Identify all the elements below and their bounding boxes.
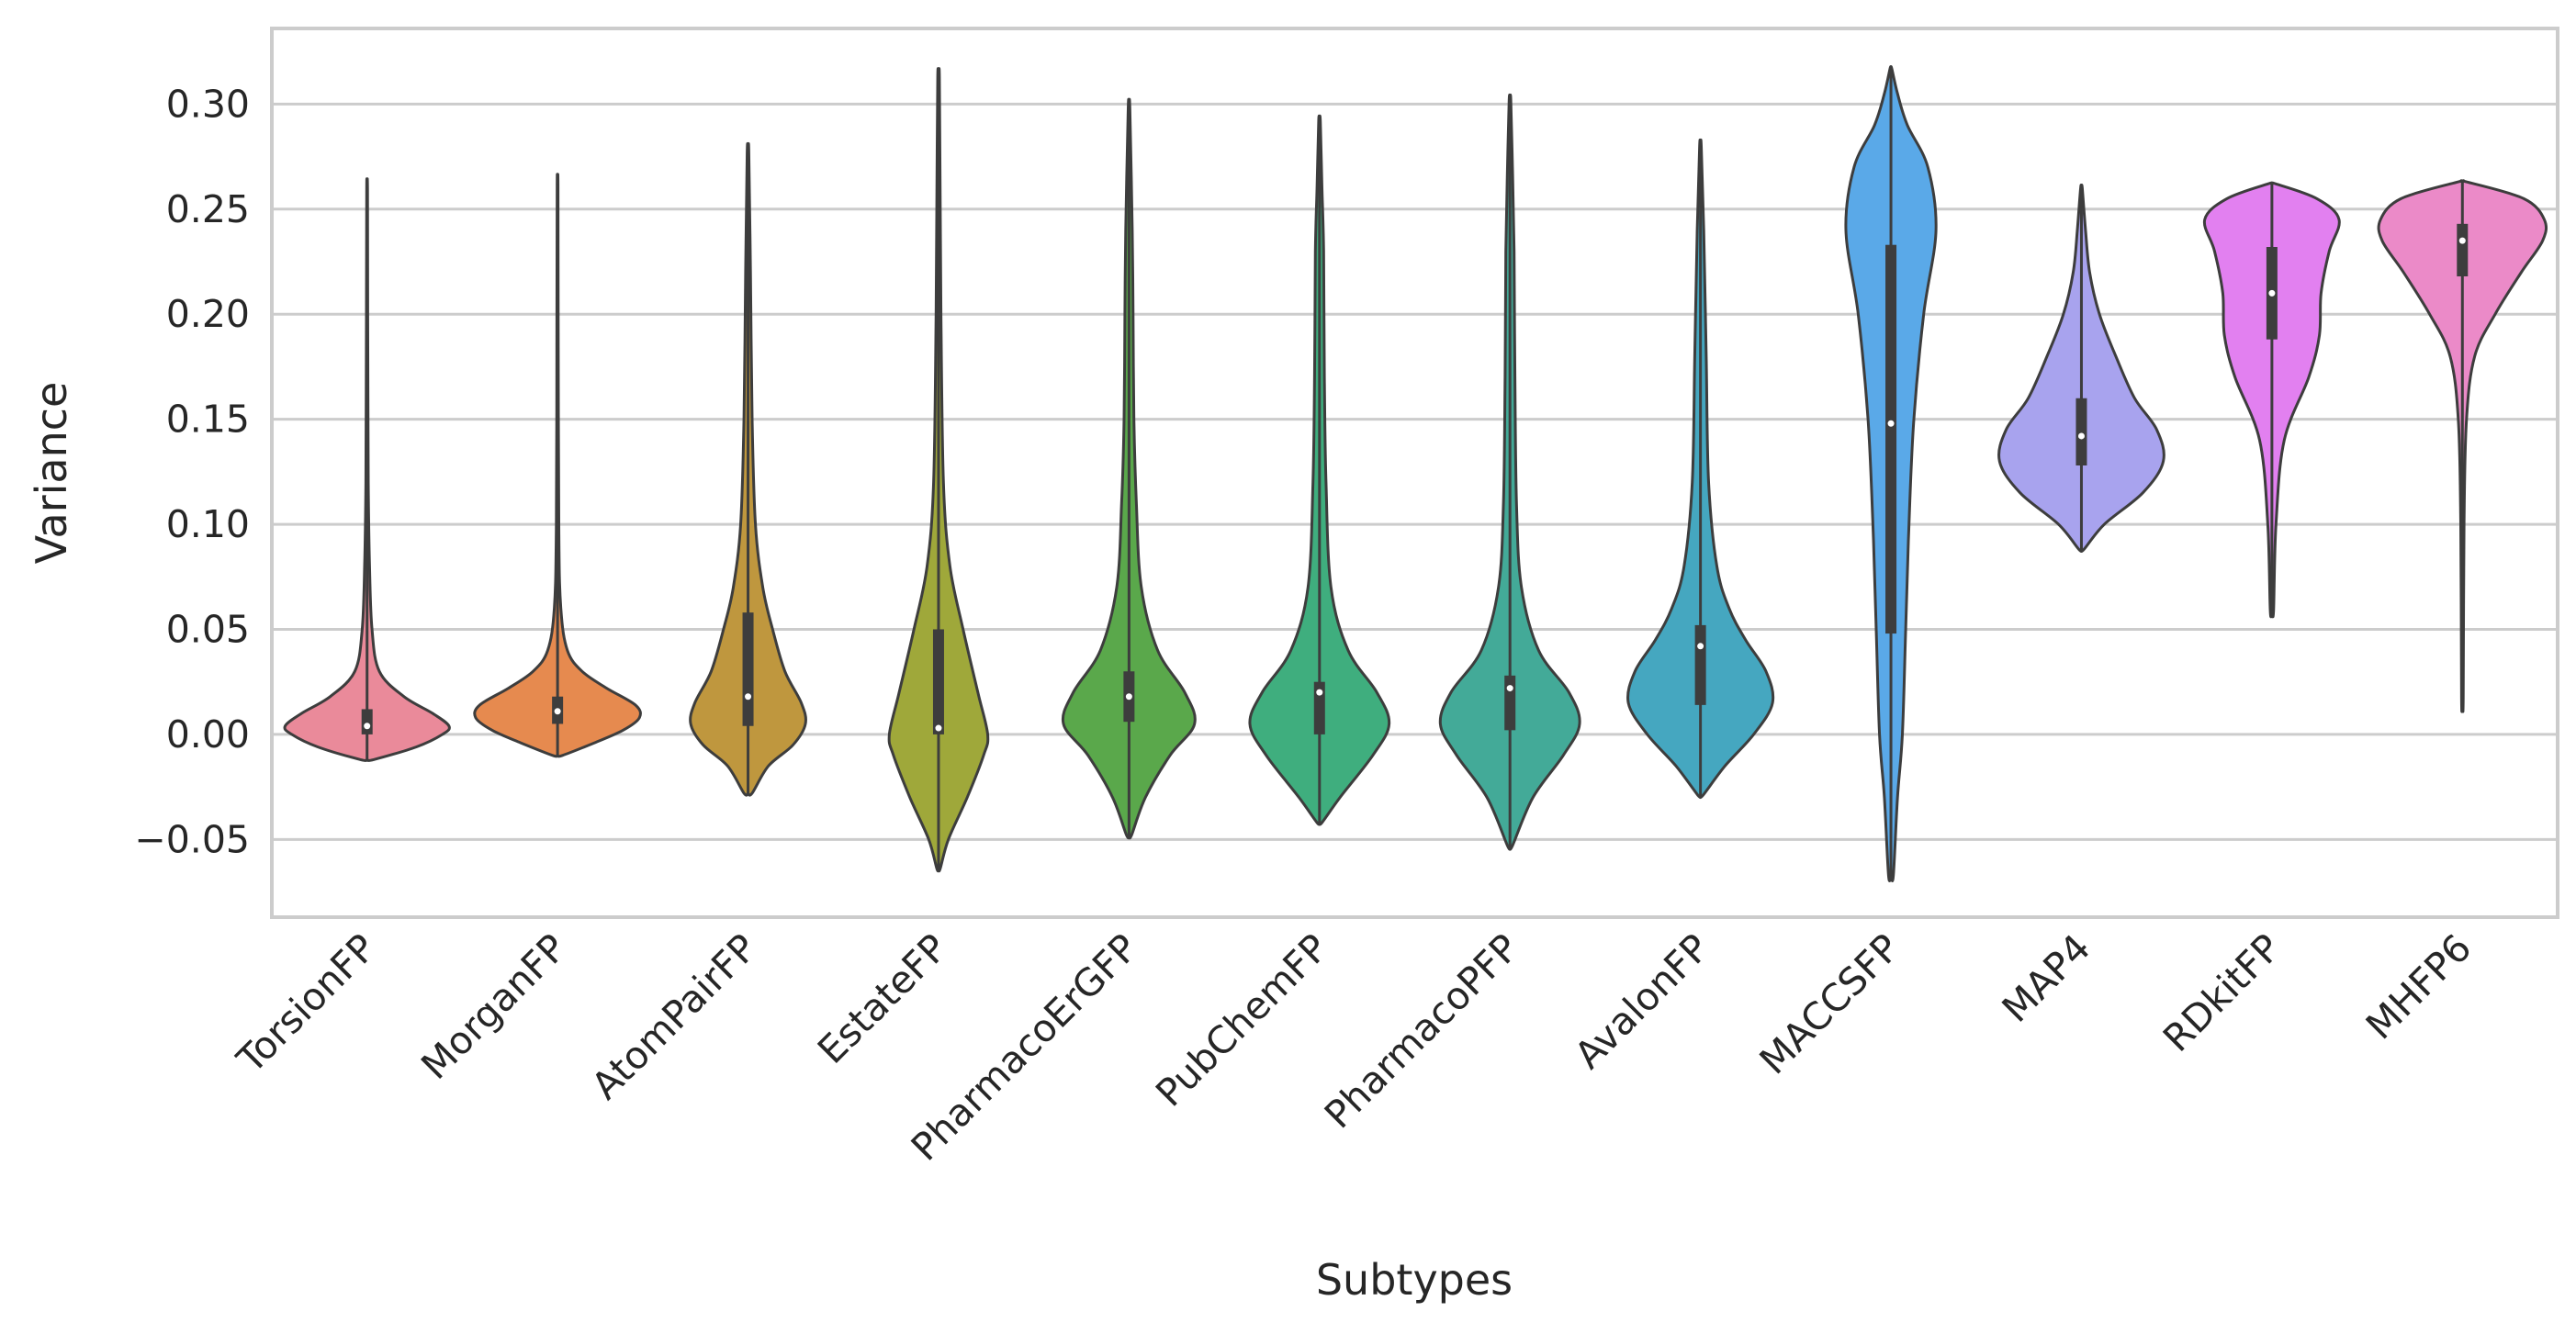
violin-median-marker [745,693,752,701]
violin-median-marker [1506,685,1513,692]
violin-atompairfp [689,141,807,797]
violin-torsionfp [283,177,451,762]
violin-median-marker [2077,432,2085,440]
y-tick-label: 0.20 [166,292,250,336]
violin-pubchemfp [1248,114,1391,826]
y-tick-label: 0.05 [166,607,250,651]
plot-frame [270,27,2559,919]
violin-iqr-box [2075,398,2087,465]
x-axis-title: Subtypes [1316,1255,1513,1305]
violin-pharmacopfp [1438,93,1581,851]
y-axis-title: Variance [27,382,76,565]
violin-iqr-box [1694,624,1706,705]
violin-median-marker [1125,693,1132,701]
y-tick-label: 0.15 [166,398,250,442]
violin-avalonfp [1626,138,1775,800]
violins [283,64,2548,882]
violin-iqr-box [361,709,373,734]
violin-maccsfp [1844,64,1938,882]
violin-rdkitfp [2202,181,2341,619]
violin-median-marker [554,708,561,715]
violin-median-marker [1887,420,1895,427]
violin-median-marker [364,723,371,730]
y-tick-label: 0.30 [166,82,250,126]
violin-median-marker [935,724,942,732]
y-tick-label: 0.10 [166,502,250,546]
violin-estatefp [887,67,990,873]
y-tick-label: 0.25 [166,187,250,231]
violin-iqr-box [932,629,944,734]
violin-pharmacoergfp [1061,97,1197,840]
violin-iqr-box [1885,244,1897,634]
violin-mhfp6 [2377,179,2548,713]
y-tick-labels: −0.05 0.00 0.05 0.10 0.15 0.20 0.25 0.30 [134,82,250,861]
violin-median-marker [2268,289,2276,297]
violin-iqr-box [1313,681,1325,734]
violin-iqr-box [2457,223,2469,277]
violin-morganfp [473,173,642,758]
violin-median-marker [1316,689,1323,696]
violin-median-marker [1697,643,1704,650]
violin-median-marker [2458,237,2466,244]
violin-iqr-box [1504,675,1516,731]
y-tick-label: −0.05 [134,817,250,861]
gridlines [272,102,2558,841]
violin-map4 [1997,184,2165,554]
violin-iqr-box [742,612,754,726]
y-tick-label: 0.00 [166,712,250,757]
